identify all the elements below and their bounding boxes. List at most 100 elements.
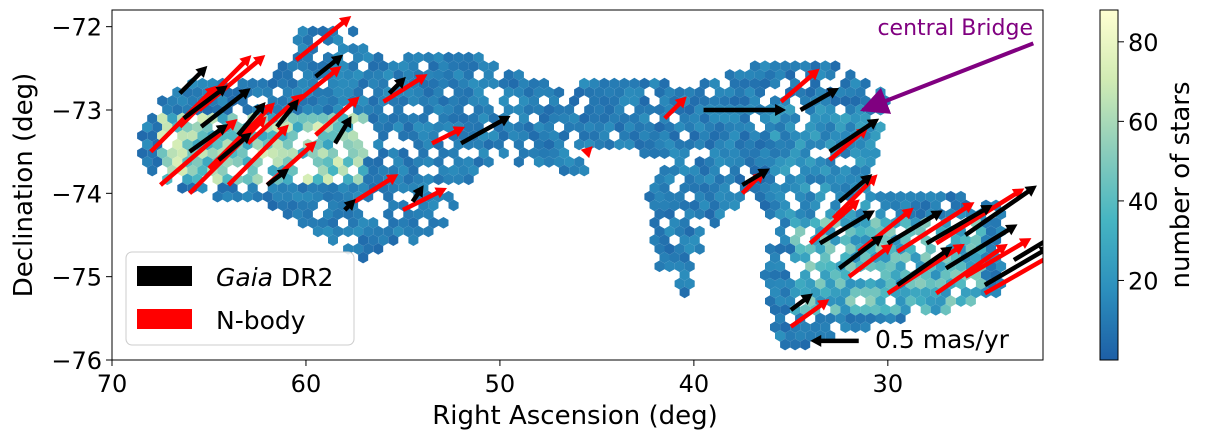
hexbin-cell — [328, 147, 338, 159]
hexbin-cell — [770, 130, 781, 142]
hexbin-cell — [820, 251, 831, 264]
hexbin-cell — [614, 103, 625, 116]
gaia-vector-head — [870, 235, 884, 247]
hexbin-cell — [815, 190, 826, 203]
gaia-vector-shaft — [896, 249, 947, 287]
nbody-vector — [159, 119, 238, 187]
hexbin-cell — [403, 208, 414, 220]
hexbin-cell — [875, 190, 886, 203]
hexbin-cell — [754, 138, 765, 151]
hexbin-cell — [478, 95, 489, 107]
hexbin-cell — [749, 95, 760, 107]
hexbin-cell — [428, 217, 439, 229]
hexbin-cell — [835, 277, 846, 290]
hexbin-cell — [488, 60, 499, 72]
gaia-vector-head — [1024, 185, 1037, 197]
hexbin-cell — [915, 190, 926, 203]
hexbin-cell — [744, 86, 755, 99]
hexbin-cell — [955, 260, 966, 273]
hexbin-cell — [815, 173, 826, 186]
nbody-vector — [779, 68, 820, 104]
gaia-vector-shaft — [182, 88, 223, 121]
legend: Gaia DR2 N-body — [125, 251, 355, 346]
legend-label-gaia: Gaia DR2 — [216, 263, 333, 292]
hexbin-cell — [478, 77, 489, 90]
hexbin-cell — [970, 251, 981, 264]
axes: 70 60 50 40 30 −72 −73 −74 −75 −76 — [51, 14, 903, 398]
hexbin-cell — [473, 103, 484, 116]
hexbin-cell — [544, 103, 554, 116]
hexbin-cell — [227, 130, 238, 142]
hexbin-cell — [433, 51, 444, 64]
hexbin-cell — [704, 190, 715, 203]
hexbin-cell — [760, 112, 770, 125]
hexbin-cell — [317, 164, 328, 177]
hexbin-cell — [689, 199, 700, 212]
hexbin-cell — [795, 138, 806, 151]
hexbin-cell — [825, 69, 836, 81]
hexbin-cell — [739, 147, 750, 159]
hexbin-cell — [689, 164, 700, 177]
gaia-vector-head — [238, 88, 251, 100]
gaia-vector — [896, 246, 953, 287]
hexbin-cell — [785, 121, 796, 133]
hexbin-cell — [785, 208, 796, 220]
hexbin-cell — [689, 182, 700, 194]
hexbin-cell — [368, 95, 379, 107]
hexbin-cell — [368, 60, 379, 72]
hexbin-cell — [795, 208, 806, 220]
hexbin-cell — [192, 86, 203, 99]
hexbin-cell — [453, 156, 464, 168]
nbody-vector-shaft — [159, 123, 233, 187]
gaia-vector-shaft — [188, 127, 223, 154]
hexbin-cell — [438, 112, 449, 125]
hexbin-cell — [970, 286, 981, 299]
nbody-vector — [935, 243, 1008, 296]
hexbin-cell — [614, 138, 625, 151]
hexbin-cell — [423, 225, 434, 238]
hexbin-cell — [629, 77, 640, 90]
gaia-vector-head — [215, 124, 229, 136]
hexbin-cell — [518, 147, 529, 159]
hexbin-cell — [840, 234, 851, 246]
hexbin-cell — [674, 190, 685, 203]
gaia-vector — [410, 185, 424, 203]
hexbin-cell — [770, 182, 781, 194]
gaia-vector-shaft — [828, 121, 874, 154]
hexbin-cell — [624, 121, 635, 133]
hexbin-cell — [559, 147, 570, 159]
hexbin-cell — [684, 121, 695, 133]
hexbin-cell — [343, 173, 354, 186]
hexbin-cell — [559, 164, 570, 177]
hexbin-cell — [398, 60, 409, 72]
hexbin-cell — [955, 277, 966, 290]
hexbin-cell — [378, 234, 389, 246]
hexbin-cell — [473, 138, 484, 151]
hexbin-cell — [825, 260, 836, 273]
hexbin-cell — [539, 112, 549, 125]
hexbin-cell — [749, 77, 760, 90]
hexbin-cell — [579, 77, 590, 90]
gaia-vector-shaft — [387, 81, 402, 95]
hexbin-cell — [443, 103, 454, 116]
hexbin-cell — [704, 138, 715, 151]
hexbin-cell — [368, 234, 379, 246]
gaia-vector — [199, 88, 251, 129]
hexbin-cell — [277, 77, 288, 90]
hexbin-cell — [684, 103, 695, 116]
hexbin-cell — [488, 77, 499, 90]
hexbin-cell — [785, 277, 796, 290]
hexbin-cell — [358, 77, 369, 90]
hexbin-cell — [408, 217, 419, 229]
hexbin-cell — [252, 86, 263, 99]
hexbin-cell — [528, 147, 539, 159]
gaia-vector-shaft — [944, 227, 1012, 271]
hexbin-cell — [418, 147, 429, 159]
gaia-vector — [837, 174, 873, 204]
hexbin-cell — [594, 138, 605, 151]
hexbin-cell — [378, 164, 389, 177]
gaia-vector — [983, 246, 1043, 287]
hexbin-cell — [664, 260, 675, 273]
hexbin-cell — [413, 156, 424, 168]
hexbin-cell — [584, 121, 595, 133]
